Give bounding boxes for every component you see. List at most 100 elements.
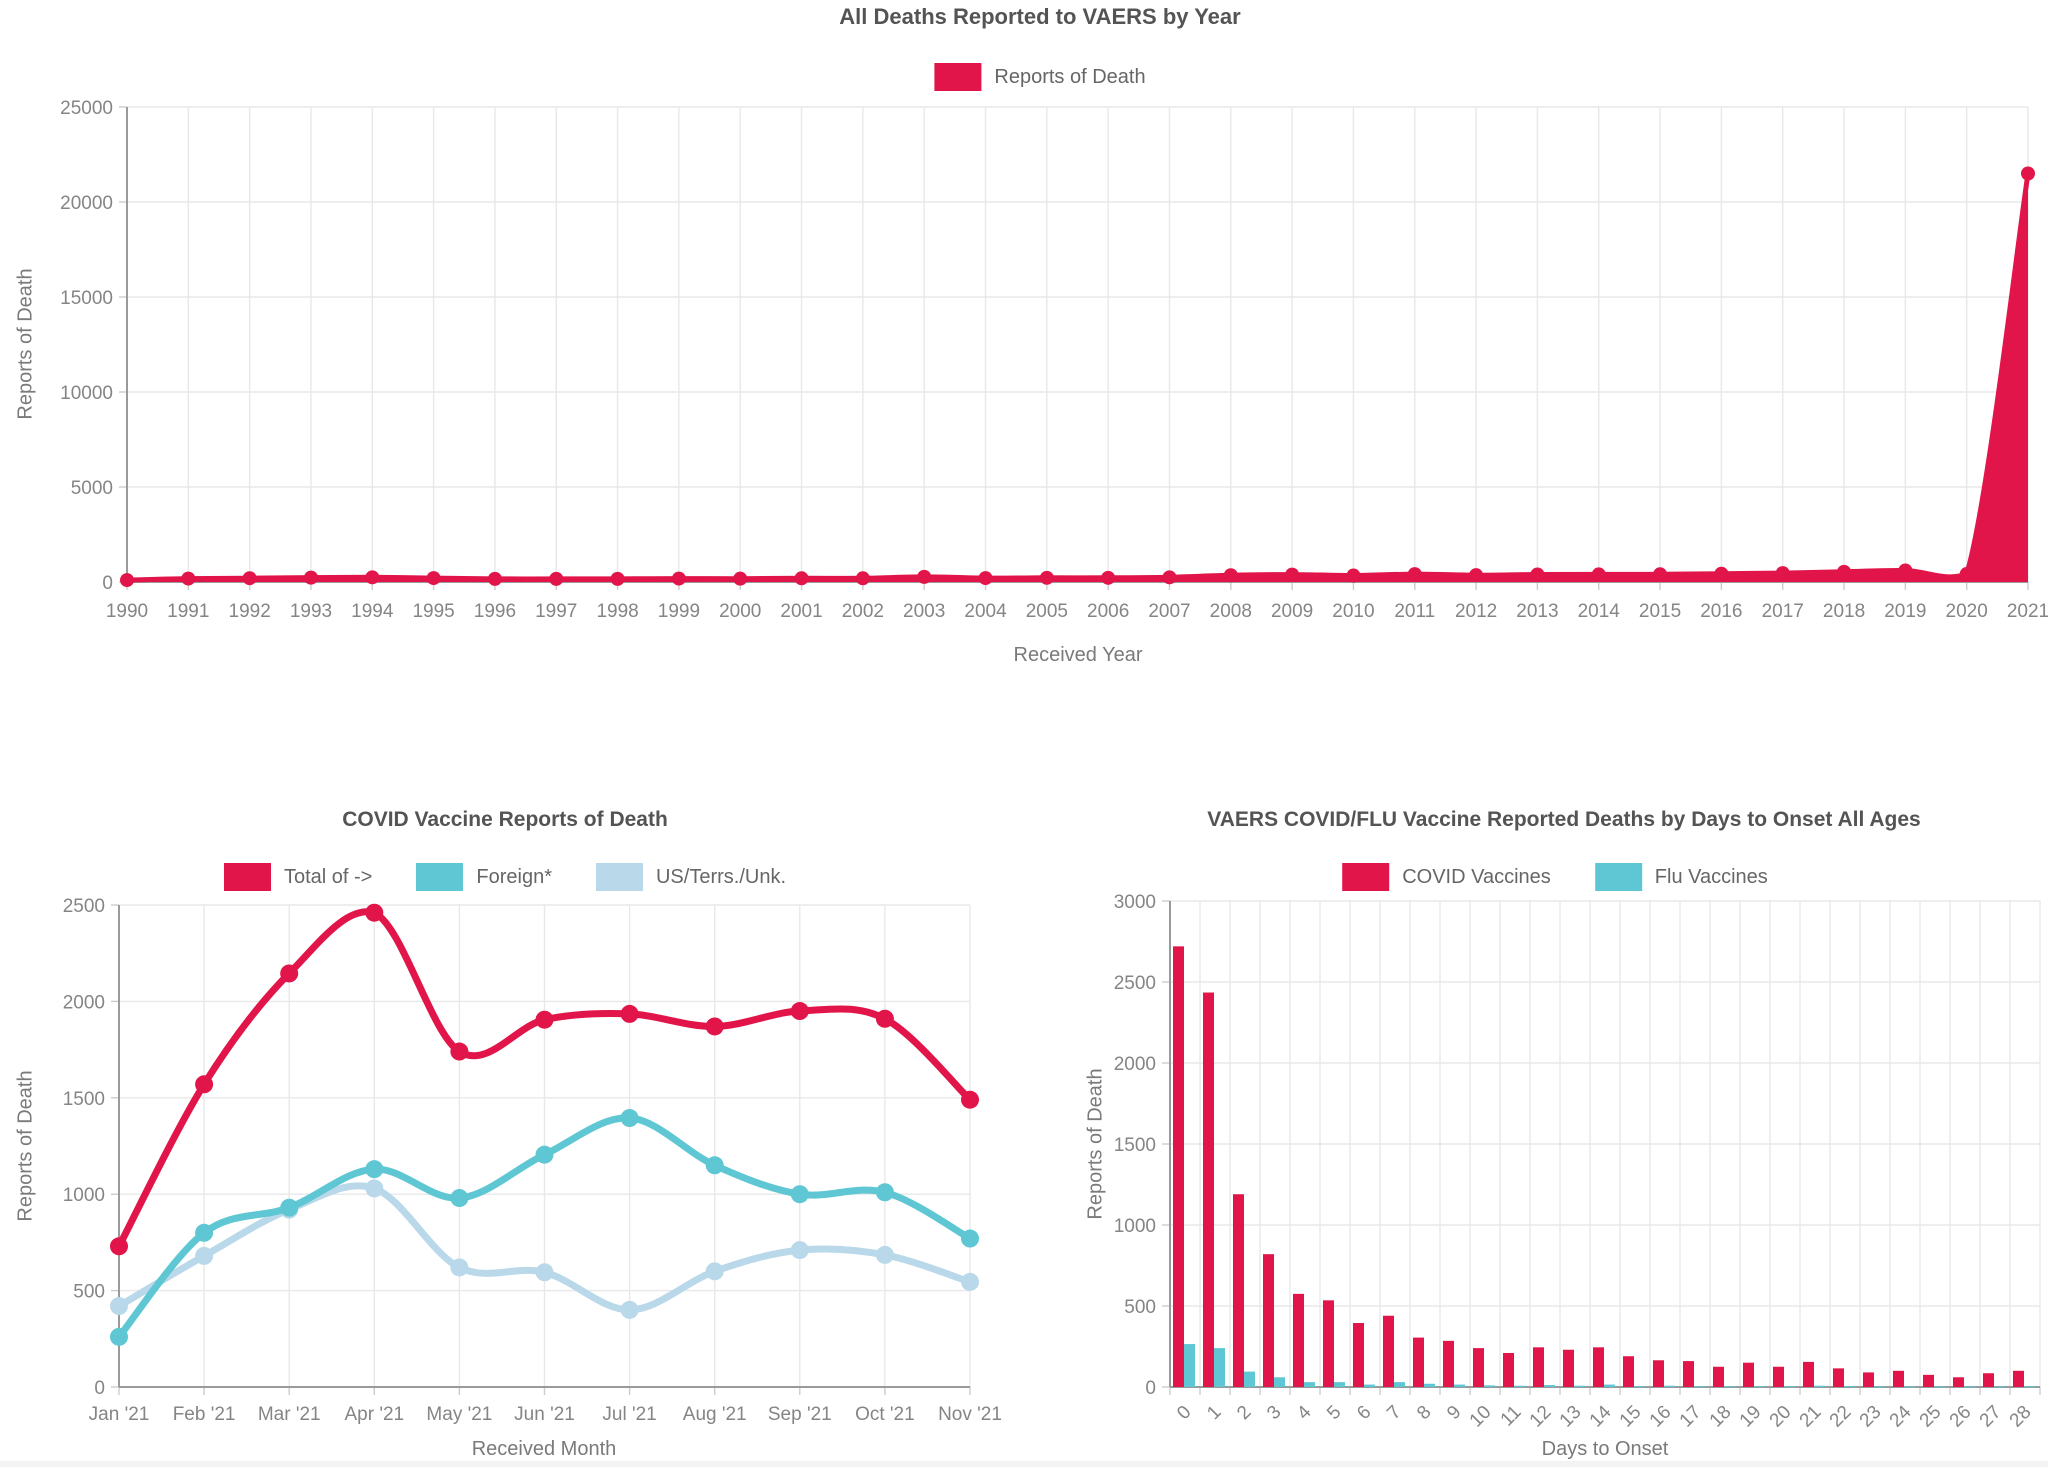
data-point	[1162, 570, 1177, 585]
legend-label: Reports of Death	[994, 65, 1146, 88]
x-tick-label: 2	[1233, 1402, 1255, 1424]
legend-label: Total of ->	[283, 865, 373, 888]
flu-bar	[1394, 1382, 1405, 1387]
data-point	[705, 1017, 724, 1036]
y-tick-label: 0	[94, 1378, 105, 1399]
x-tick-label: 2018	[1823, 601, 1865, 622]
yearly-chart-legend: Reports of Death	[934, 63, 1146, 91]
data-point	[110, 1237, 128, 1256]
covid-bar	[1833, 1368, 1844, 1387]
x-tick-label: 1990	[106, 601, 148, 622]
data-point	[365, 1179, 384, 1198]
data-point	[1837, 564, 1852, 579]
data-point	[671, 571, 686, 586]
data-point	[620, 1004, 639, 1023]
flu-bar	[1184, 1344, 1195, 1387]
y-tick-label: 5000	[71, 478, 113, 499]
data-point	[978, 571, 993, 586]
covid-bar	[1353, 1323, 1364, 1387]
covid-bar	[1413, 1337, 1424, 1387]
legend-item[interactable]: Foreign*	[416, 863, 552, 891]
legend-swatch	[1342, 863, 1390, 891]
covid-bar	[1713, 1366, 1724, 1387]
x-tick-label: 7	[1383, 1402, 1405, 1424]
area-fill	[127, 173, 2028, 582]
y-tick-label: 20000	[60, 193, 113, 214]
data-point	[2021, 166, 2035, 181]
y-tick-label: 25000	[60, 98, 113, 119]
x-tick-label: 13	[1556, 1402, 1586, 1432]
flu-bar	[1994, 1386, 2005, 1388]
legend-label: Flu Vaccines	[1654, 865, 1768, 888]
data-point	[120, 573, 134, 588]
x-tick-label: Apr '21	[344, 1404, 404, 1425]
covid-bar	[1803, 1361, 1814, 1387]
x-tick-label: 2013	[1516, 601, 1558, 622]
covid-bar	[1773, 1366, 1784, 1387]
flu-bar	[1274, 1377, 1285, 1387]
data-point	[610, 571, 625, 586]
covid-bar	[1593, 1347, 1604, 1387]
data-point	[1653, 567, 1668, 582]
legend-item[interactable]: Flu Vaccines	[1594, 863, 1768, 891]
data-point	[365, 903, 384, 922]
x-tick-label: 27	[1976, 1402, 2006, 1432]
data-point	[110, 1297, 128, 1316]
covid-bar	[1743, 1362, 1754, 1387]
data-point	[1101, 570, 1116, 585]
covid-bar	[1173, 946, 1184, 1387]
onset-chart-legend: COVID Vaccines Flu Vaccines	[1342, 863, 1768, 891]
legend-item[interactable]: US/Terrs./Unk.	[595, 863, 786, 891]
data-point	[181, 571, 196, 586]
flu-bar	[1424, 1383, 1435, 1387]
data-point	[705, 1156, 724, 1175]
x-tick-label: 1994	[351, 601, 394, 622]
data-point	[549, 571, 564, 586]
onset-y-axis-title: Reports of Death	[1084, 1068, 1107, 1220]
legend-item[interactable]: Total of ->	[223, 863, 373, 891]
x-tick-label: 2012	[1455, 601, 1497, 622]
x-tick-label: 2019	[1884, 601, 1926, 622]
x-tick-label: 1995	[412, 601, 454, 622]
data-point	[855, 571, 870, 586]
x-tick-label: 8	[1413, 1402, 1435, 1424]
data-point	[1530, 567, 1545, 582]
x-tick-label: 2010	[1332, 601, 1374, 622]
data-point	[1346, 568, 1361, 583]
data-point	[535, 1145, 554, 1164]
data-point	[733, 571, 748, 586]
x-tick-label: 1993	[290, 601, 332, 622]
data-point	[303, 570, 318, 585]
x-tick-label: 5	[1323, 1402, 1345, 1424]
covid-bar	[1293, 1293, 1304, 1387]
data-point	[1469, 568, 1484, 583]
x-tick-label: 11	[1497, 1402, 1526, 1431]
x-tick-label: 1997	[535, 601, 577, 622]
flu-bar	[1754, 1386, 1765, 1388]
flu-bar	[1364, 1384, 1375, 1387]
x-tick-label: 2017	[1762, 601, 1804, 622]
flu-bar	[1964, 1386, 1975, 1388]
data-point	[365, 1160, 384, 1179]
covid-bar	[1923, 1374, 1934, 1387]
legend-item[interactable]: COVID Vaccines	[1342, 863, 1551, 891]
data-point	[1223, 568, 1238, 583]
flu-bar	[1244, 1371, 1255, 1387]
data-point	[280, 964, 299, 983]
covid-bar	[1623, 1356, 1634, 1387]
x-tick-label: 1998	[596, 601, 638, 622]
covid-bar	[1263, 1254, 1274, 1387]
deaths_by_year-plot: 0 5000 10000 15000 20000 25000 1990 1991 1992 199…	[60, 98, 2048, 622]
x-tick-label: 6	[1353, 1402, 1375, 1424]
x-tick-label: 26	[1946, 1402, 1976, 1432]
data-point	[1407, 567, 1422, 582]
legend-item[interactable]: Reports of Death	[934, 63, 1146, 91]
x-tick-label: 2021	[2007, 601, 2048, 622]
flu-bar	[1934, 1386, 1945, 1388]
data-point	[620, 1300, 639, 1319]
data-point	[961, 1229, 979, 1248]
flu-bar	[1814, 1385, 1825, 1387]
y-tick-label: 2500	[63, 896, 105, 917]
